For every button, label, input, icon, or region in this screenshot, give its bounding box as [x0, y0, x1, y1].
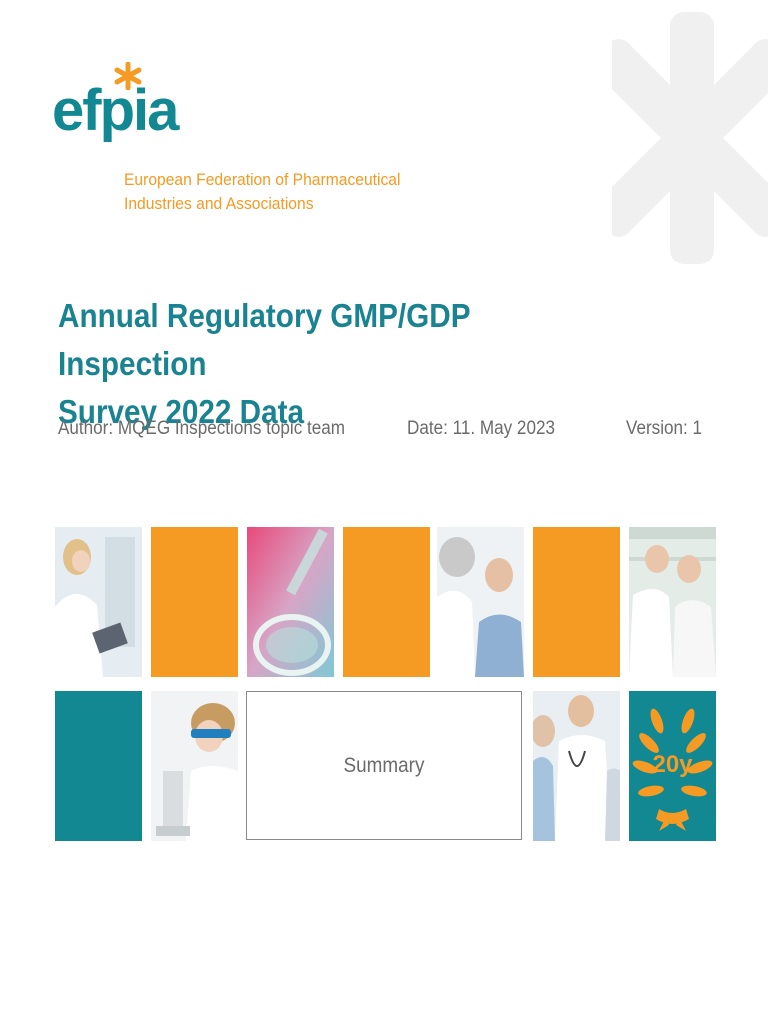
orange-tile — [343, 527, 430, 677]
photo-doctor-with-tablet — [55, 527, 142, 677]
watermark-asterisk-icon — [612, 12, 768, 264]
photo-scientist-microscope — [151, 691, 238, 841]
anniversary-tile: 20y — [629, 691, 716, 841]
photo-doctor-examining-patient — [437, 527, 524, 677]
summary-label: Summary — [343, 754, 425, 777]
orange-tile — [151, 527, 238, 677]
efpia-logo: efpia European Federation of Pharmaceuti… — [52, 60, 400, 220]
teal-tile — [55, 691, 142, 841]
photo-doctors-stethoscope — [533, 691, 620, 841]
asterisk-icon — [114, 62, 142, 90]
logo-subtitle: European Federation of Pharmaceutical In… — [124, 168, 400, 216]
photo-pharmacists — [629, 527, 716, 677]
logo-subtitle-line1: European Federation of Pharmaceutical — [124, 170, 401, 189]
summary-box: Summary — [246, 691, 522, 840]
author-label: Author: MQEG Inspections topic team — [58, 418, 346, 439]
date-label: Date: 11. May 2023 — [407, 418, 555, 439]
title-line2: Survey 2022 Data — [58, 393, 305, 430]
photo-lab-glassware — [247, 527, 334, 677]
laurel-wreath-icon — [632, 708, 713, 831]
orange-tile — [533, 527, 620, 677]
anniversary-badge-label: 20y — [652, 751, 693, 778]
version-label: Version: 1 — [626, 418, 703, 439]
title-line1: Annual Regulatory GMP/GDP Inspection — [58, 297, 471, 382]
logo-subtitle-line2: Industries and Associations — [124, 194, 314, 213]
logo-wordmark: efpia — [52, 78, 179, 143]
document-title: Annual Regulatory GMP/GDP Inspection Sur… — [58, 292, 562, 436]
